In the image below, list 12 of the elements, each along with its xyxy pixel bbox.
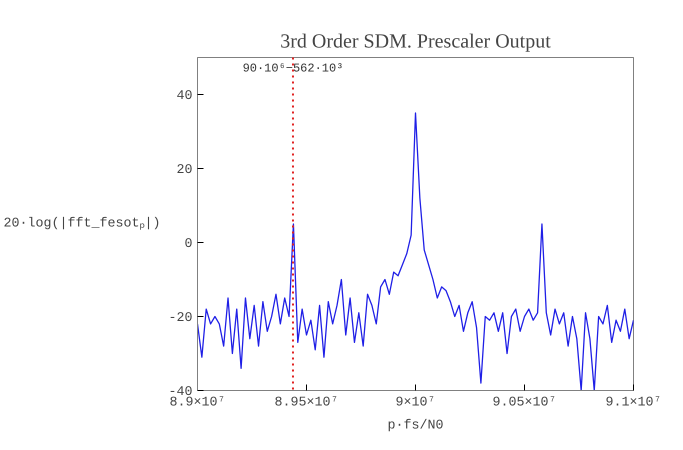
ref-line-label: 90·10⁶−562·10³: [242, 62, 344, 76]
chart-title: 3rd Order SDM. Prescaler Output: [280, 30, 552, 52]
x-axis-title: p·fs/N0: [388, 418, 444, 434]
x-tick-label: 9.1×10⁷: [606, 396, 662, 410]
y-tick-label: 40: [176, 89, 193, 104]
x-tick-label: 9×10⁷: [396, 396, 436, 410]
y-axis-title: 20·log(|fft_fesotₚ|): [4, 216, 161, 232]
y-tick-label: -20: [168, 311, 193, 326]
x-tick-label: 8.95×10⁷: [274, 396, 339, 410]
y-tick-label: 20: [176, 163, 193, 178]
x-tick-label: 9.05×10⁷: [492, 396, 557, 410]
y-tick-label: 0: [184, 237, 192, 252]
